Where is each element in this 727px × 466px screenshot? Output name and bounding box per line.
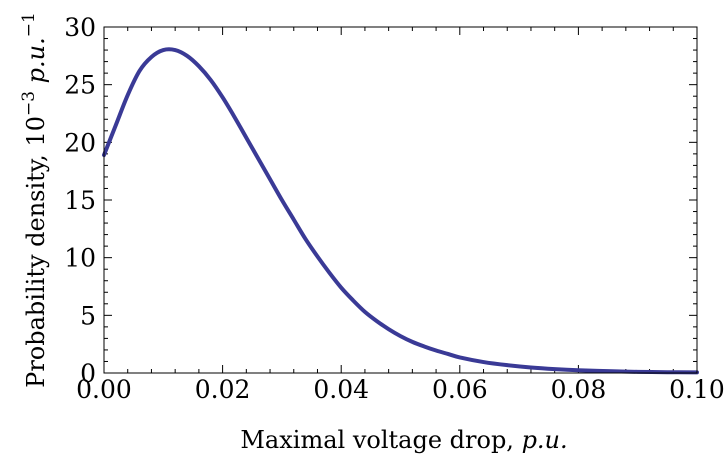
y-tick-label: 5 [80,301,96,330]
y-axis-title-exponent: −3 [19,91,39,116]
y-axis-title-unit-exponent: −1 [19,12,39,37]
y-tick-label: 25 [64,71,96,100]
x-tick-label: 0.08 [551,375,607,404]
series-layer [102,47,699,375]
y-tick-label: 10 [64,244,96,273]
x-tick-label: 0.06 [432,375,488,404]
y-tick-label: 0 [80,359,96,388]
x-tick-label: 0.10 [669,375,725,404]
plot-frame [103,26,698,374]
x-tick-label: 0.02 [195,375,251,404]
x-axis-title: Maximal voltage drop, p.u. [240,426,567,454]
y-tick-label: 15 [64,186,96,215]
y-tick-label: 20 [64,128,96,157]
axis-ticks [103,26,698,374]
y-axis-title-unit: p.u. [22,37,50,91]
y-axis-title-text: Probability density, 10 [22,116,50,388]
x-tick-label: 0.04 [313,375,369,404]
x-axis-title-text: Maximal voltage drop, [240,426,521,454]
axis-tick-labels: 0.00 0.02 0.04 0.06 0.08 0.10 0 5 10 15 20 25 30 [64,13,725,404]
y-tick-label: 30 [64,13,96,42]
series-line [102,47,699,375]
x-axis-title-unit: p.u. [522,426,568,454]
x-tick-label: 0.00 [76,375,132,404]
y-axis-title: Probability density, 10−3 p.u.−1 [19,12,50,388]
